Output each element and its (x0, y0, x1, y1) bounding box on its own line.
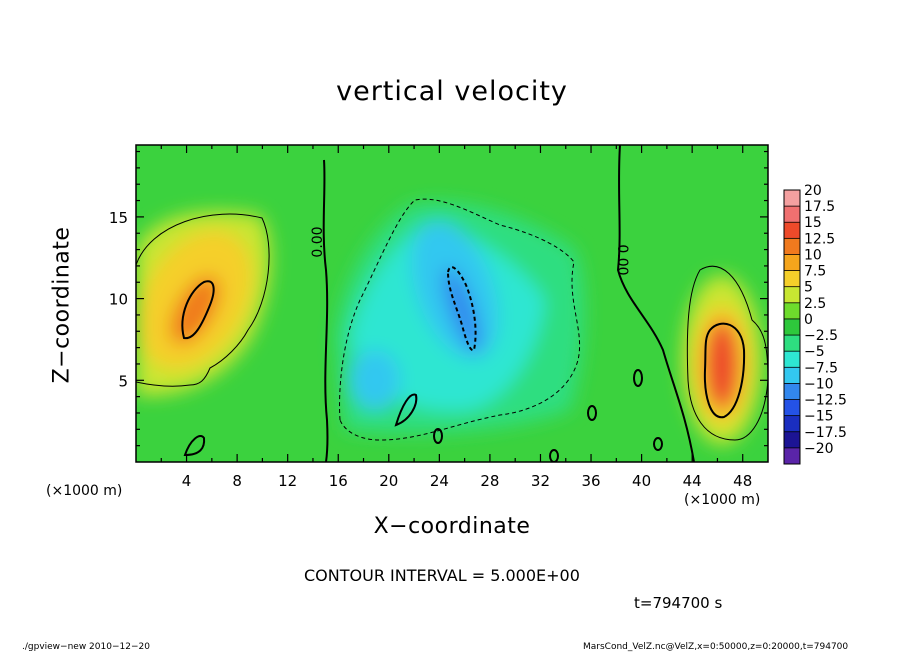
colorbar-label: −10 (804, 376, 834, 392)
x-tick-label: 24 (430, 472, 449, 490)
contour-10-left (181, 280, 215, 340)
colorbar-label: 7.5 (804, 264, 826, 280)
colorbar-label: 20 (804, 183, 822, 199)
y-tick-label: 10 (109, 291, 128, 309)
colorbar-segment (784, 270, 800, 287)
colorbar-segment (784, 415, 800, 432)
contour-neg5-center (339, 198, 581, 441)
contour-10-right (703, 322, 746, 419)
x-axis-label: X−coordinate (373, 514, 531, 539)
colorbar-label: 5 (804, 280, 813, 296)
contour-5-left (136, 213, 270, 387)
footer-right: MarsCond_VelZ.nc@VelZ,x=0:50000,z=0:2000… (583, 642, 849, 652)
field-background (136, 145, 768, 462)
y-tick-label: 15 (109, 209, 128, 227)
colorbar-label: −2.5 (804, 328, 838, 344)
contour-small-6 (653, 437, 663, 451)
colorbar-label: −12.5 (804, 393, 847, 409)
colorbar-segment (784, 367, 800, 384)
colorbar-segment (784, 399, 800, 416)
y-axis-label: Z−coordinate (49, 226, 75, 384)
contour-small-2 (183, 435, 206, 457)
x-tick-label: 40 (632, 472, 651, 490)
colorbar-segment (784, 351, 800, 368)
x-tick-label: 4 (182, 472, 192, 490)
zero-contour-label-right: 0.00 (614, 244, 630, 275)
colorbar-label: −7.5 (804, 360, 838, 376)
colorbar-segment (784, 431, 800, 448)
x-tick-label: 20 (379, 472, 398, 490)
colorbar-frame (783, 189, 801, 465)
colorbar-label: −15 (804, 409, 834, 425)
contour-small-5 (433, 428, 443, 444)
colorbar: 2017.51512.5107.552.50−2.5−5−7.5−10−12.5… (783, 183, 847, 465)
colorbar-label: −20 (804, 441, 834, 457)
contour-small-4 (633, 369, 643, 387)
colorbar-segment (784, 302, 800, 319)
contour-neg10-center (446, 266, 477, 352)
colorbar-segment (784, 318, 800, 336)
colorbar-segment (784, 335, 800, 352)
contour-small-3 (587, 405, 597, 421)
colorbar-segment (784, 254, 800, 271)
y-tick-label: 5 (118, 372, 128, 390)
x-tick-label: 48 (733, 472, 752, 490)
x-unit-label-right: (×1000 m) (684, 492, 761, 508)
colorbar-segment (784, 190, 800, 207)
heatmap-field (136, 145, 768, 462)
colorbar-segment (784, 206, 800, 223)
zero-contour-labels: 0.00 0.00 (310, 226, 630, 275)
colorbar-segment (784, 383, 800, 400)
colorbar-label: −5 (804, 344, 825, 360)
colorbar-label: 15 (804, 215, 822, 231)
colorbar-segment (784, 447, 800, 464)
contour-5-right (686, 265, 768, 441)
x-tick-label: 32 (531, 472, 550, 490)
contours (136, 145, 768, 462)
time-label: t=794700 s (634, 594, 723, 612)
zero-contour-label-left: 0.00 (310, 226, 326, 257)
colorbar-label: 10 (804, 247, 822, 263)
colorbar-label: 12.5 (804, 231, 835, 247)
x-tick-label: 44 (683, 472, 702, 490)
colorbar-label: −17.5 (804, 425, 847, 441)
x-tick-label: 36 (581, 472, 600, 490)
x-tick-label: 28 (480, 472, 499, 490)
x-unit-label-left: (×1000 m) (46, 483, 123, 499)
x-tick-label: 12 (278, 472, 297, 490)
chart-title: vertical velocity (336, 76, 568, 107)
contour-small-7 (549, 449, 559, 462)
colorbar-segment (784, 222, 800, 239)
colorbar-label: 17.5 (804, 199, 835, 215)
zero-contour-left (322, 159, 329, 462)
colorbar-label: 0 (804, 312, 813, 328)
footer-left: ./gpview−new 2010−12−20 (22, 642, 150, 652)
x-tick-label: 16 (329, 472, 348, 490)
colorbar-segment (784, 286, 800, 303)
zero-contour-right (616, 145, 695, 462)
x-tick-label: 8 (232, 472, 242, 490)
contour-small-1 (394, 393, 418, 427)
contour-interval-label: CONTOUR INTERVAL = 5.000E+00 (304, 566, 580, 585)
plot-frame (135, 144, 769, 463)
colorbar-segment (784, 238, 800, 255)
colorbar-label: 2.5 (804, 296, 826, 312)
